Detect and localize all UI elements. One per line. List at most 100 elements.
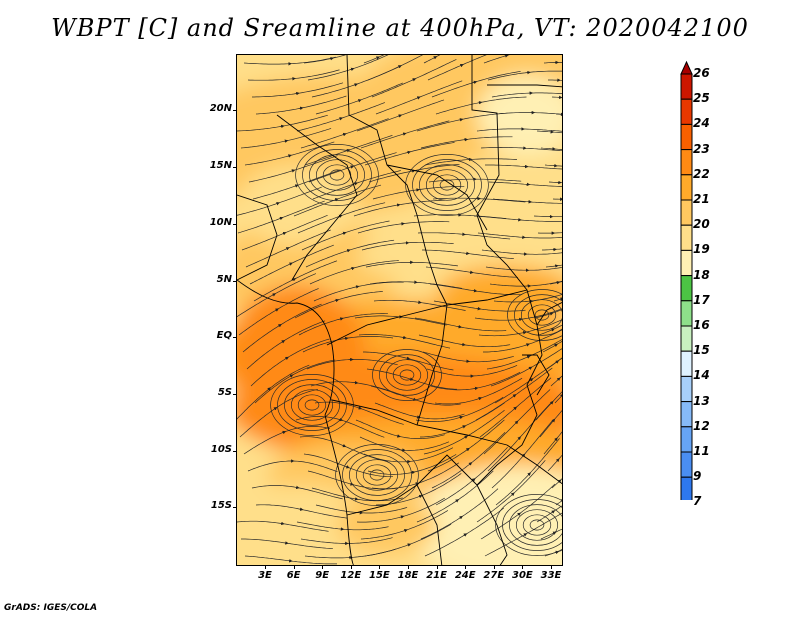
vortex-ring (315, 159, 359, 191)
lat-tick (233, 110, 237, 111)
colorbar-swatch (680, 325, 693, 352)
colorbar-swatch (680, 476, 693, 500)
colorbar-level-label: 24 (693, 116, 710, 131)
border-line (536, 301, 562, 326)
streamline-arrow (513, 406, 518, 411)
vortex-ring (495, 494, 562, 556)
vortex-ring (369, 469, 385, 481)
streamline-arrow (416, 96, 421, 100)
lon-tick (293, 565, 295, 569)
streamline-arrow (528, 366, 533, 370)
streamline-arrow (357, 99, 362, 103)
streamline-arrow (462, 425, 467, 429)
lon-label: 6E (286, 570, 301, 581)
lat-label: 20N (209, 103, 232, 114)
vortex-ring (412, 159, 482, 211)
streamline-arrow (291, 169, 296, 173)
streamline-arrow (284, 139, 289, 143)
streamline-arrow (282, 231, 287, 236)
streamline-arrow (407, 543, 412, 547)
streamline-arrow (398, 114, 403, 118)
map-svg (237, 55, 562, 565)
streamline-arrow (376, 56, 380, 60)
vortex-ring (302, 149, 372, 201)
border-line (416, 284, 448, 426)
streamline (555, 500, 562, 506)
streamline-arrow (468, 462, 473, 466)
lon-tick (350, 565, 352, 569)
streamline-arrow (406, 356, 411, 360)
colorbar-level-label: 11 (693, 444, 710, 458)
streamline-arrow (402, 132, 407, 136)
lon-label: 3E (258, 570, 272, 581)
streamline-arrow (351, 266, 355, 271)
streamline-arrow (276, 201, 280, 206)
colorbar-swatch (680, 375, 693, 403)
streamline-arrow (400, 515, 405, 519)
vortex-ring (534, 309, 550, 321)
streamline-arrow (292, 278, 297, 282)
vortex-ring (284, 384, 340, 426)
border-line (476, 484, 508, 565)
streamline-arrow (478, 396, 483, 401)
vortex-ring (405, 154, 489, 216)
lon-label: 27E (483, 570, 505, 581)
border-line (471, 55, 538, 326)
vortex-ring (297, 394, 327, 416)
lat-label: 10N (209, 217, 232, 228)
streamline-arrow (555, 458, 560, 463)
vortex-ring (295, 144, 379, 206)
streamline-arrow (285, 247, 290, 251)
colorbar-swatch (680, 401, 693, 428)
streamline-arrow (350, 482, 354, 486)
vortex-ring (527, 304, 557, 326)
colorbar-swatch (680, 199, 693, 226)
lat-tick (233, 394, 237, 395)
streamline-arrow (281, 340, 286, 344)
streamline-arrow (407, 150, 411, 155)
colorbar-top-arrow (680, 60, 693, 75)
vortex-ring (304, 399, 320, 411)
streamline-arrow (514, 420, 519, 425)
vortex-ring (372, 349, 442, 401)
lon-label: 9E (315, 570, 330, 581)
streamline-arrow (335, 298, 340, 303)
streamline-arrow (523, 533, 528, 537)
streamline-arrow (411, 169, 416, 173)
vortex-ring (329, 169, 345, 181)
streamline-arrow (433, 56, 438, 60)
streamline-arrow (288, 154, 292, 158)
colorbar-level-label: 18 (693, 267, 710, 282)
streamline-arrow (560, 393, 562, 398)
colorbar-level-label: 25 (693, 91, 710, 106)
lon-tick (493, 565, 495, 569)
colorbar-level-label: 22 (693, 166, 710, 181)
streamline-arrow (339, 117, 344, 121)
vortex-ring (362, 464, 392, 486)
colorbar-level-label: 12 (693, 418, 710, 433)
vortex-ring (520, 299, 562, 331)
streamline-arrow (550, 328, 555, 332)
vortex-ring (529, 519, 545, 531)
streamline-arrow (273, 407, 278, 411)
streamline-arrow (342, 132, 347, 137)
streamline-arrow (465, 447, 470, 452)
streamline-arrow (334, 198, 339, 202)
streamline-arrow (285, 356, 289, 361)
vortex-ring (309, 154, 365, 196)
vortex-ring (277, 379, 347, 431)
vortex-ring (342, 449, 412, 501)
streamline-arrow (473, 80, 478, 85)
streamline-arrow (289, 374, 294, 378)
streamline-arrow (350, 165, 355, 169)
streamline-arrow (459, 64, 464, 68)
vortex-ring (379, 354, 435, 396)
streamline-arrow (342, 443, 347, 448)
colorbar-level-label: 20 (693, 217, 710, 232)
colorbar-level-label: 23 (693, 141, 710, 156)
lon-label: 30E (512, 570, 533, 581)
lon-label: 12E (340, 570, 362, 581)
streamline-arrow (342, 231, 347, 236)
lon-tick (436, 565, 438, 569)
colorbar-level-label: 21 (693, 192, 710, 206)
